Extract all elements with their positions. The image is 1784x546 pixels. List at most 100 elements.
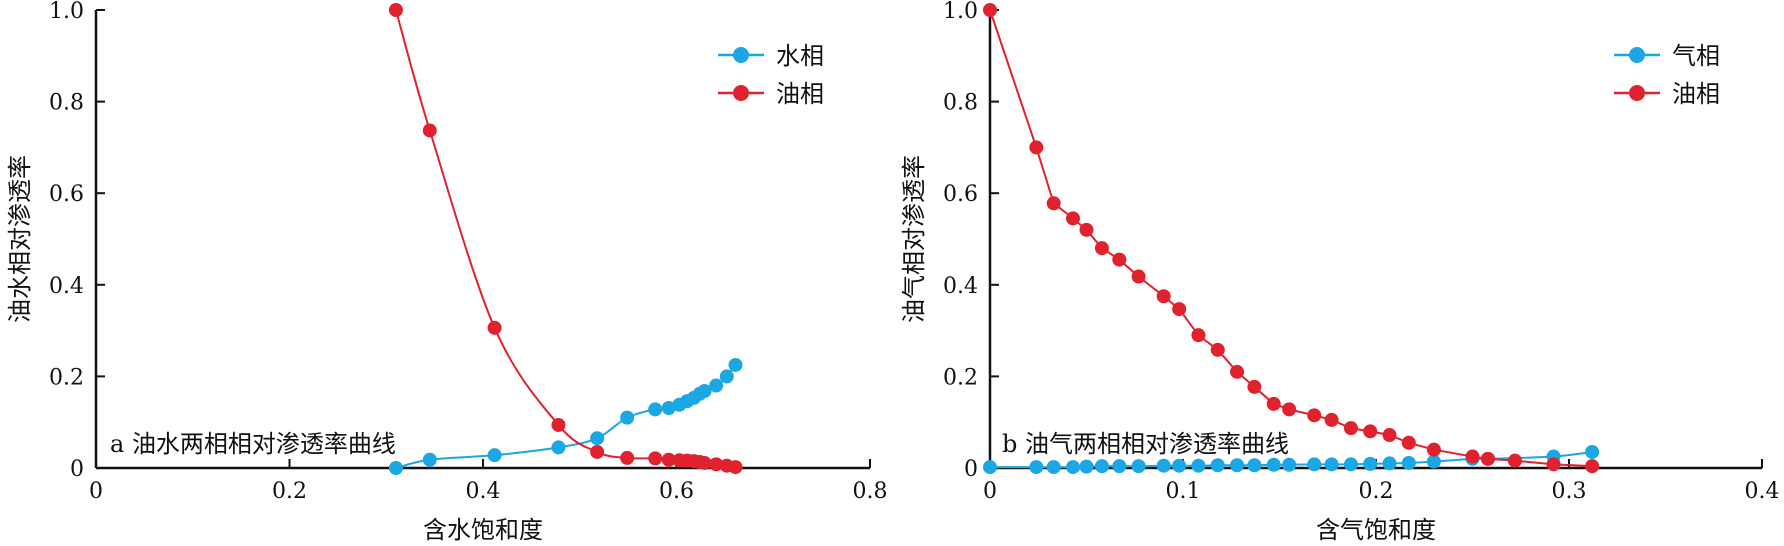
y-axis-title: 油水相对渗透率 (6, 155, 34, 323)
x-tick-label: 0.3 (1552, 479, 1587, 504)
data-point (1426, 454, 1441, 469)
data-point (1343, 421, 1358, 436)
data-point (709, 378, 724, 393)
legend-marker (1629, 85, 1645, 101)
data-point (1131, 459, 1146, 474)
series-b (388, 3, 743, 475)
y-tick-label: 0.2 (943, 365, 978, 390)
x-tick-label: 0.2 (272, 479, 307, 504)
data-point (1210, 342, 1225, 357)
y-tick-label: 0.2 (49, 365, 84, 390)
data-point (648, 451, 663, 466)
data-point (1507, 453, 1522, 468)
data-point (1282, 457, 1297, 472)
series-a (388, 357, 743, 475)
y-tick-label: 1.0 (943, 0, 978, 24)
y-tick-label: 0.6 (943, 182, 978, 207)
data-point (1029, 140, 1044, 155)
data-point (551, 417, 566, 432)
data-point (1282, 402, 1297, 417)
data-point (661, 401, 676, 416)
data-point (1401, 455, 1416, 470)
data-point (1426, 442, 1441, 457)
x-tick-label: 0 (89, 479, 103, 504)
data-point (728, 357, 743, 372)
y-tick-label: 1.0 (49, 0, 84, 24)
data-point (388, 3, 403, 17)
series-b (983, 3, 1600, 474)
data-point (728, 460, 743, 475)
y-tick-label: 0.4 (49, 274, 84, 299)
chart-caption: a 油水两相相对渗透率曲线 (110, 430, 396, 458)
data-point (1363, 456, 1378, 471)
data-point (1131, 269, 1146, 284)
data-point (487, 320, 502, 335)
x-axis-title: 含气饱和度 (1316, 516, 1436, 544)
data-point (1247, 379, 1262, 394)
data-point (1307, 457, 1322, 472)
legend-label: 水相 (776, 42, 824, 70)
data-point (709, 457, 724, 472)
data-point (1065, 460, 1080, 475)
y-tick-label: 0.4 (943, 274, 978, 299)
data-point (1324, 412, 1339, 427)
data-point (551, 440, 566, 455)
x-tick-label: 0 (983, 479, 997, 504)
data-point (620, 410, 635, 425)
data-point (1029, 460, 1044, 475)
data-point (1230, 364, 1245, 379)
legend-marker (733, 47, 749, 63)
series-line (395, 364, 737, 469)
x-tick-label: 0.4 (1745, 479, 1780, 504)
y-tick-label: 0.6 (49, 182, 84, 207)
data-point (983, 3, 997, 17)
data-point (1480, 451, 1495, 466)
data-point (1324, 457, 1339, 472)
data-point (590, 431, 605, 446)
data-point (1094, 241, 1109, 256)
data-point (1343, 457, 1358, 472)
data-point (388, 461, 403, 475)
data-point (1172, 458, 1187, 473)
x-tick-label: 0.6 (659, 479, 694, 504)
data-point (1307, 408, 1322, 423)
legend-marker (1629, 47, 1645, 63)
data-point (1112, 459, 1127, 474)
legend-marker (733, 85, 749, 101)
data-point (1191, 328, 1206, 343)
data-point (1046, 460, 1061, 475)
chart-panel-a: 0 0.2 0.4 0.6 0.8 0 0.2 0.4 0.6 0.8 1.0 含水饱和度 油水相对渗透… (6, 0, 888, 544)
chart-caption: b 油气两相相对渗透率曲线 (1002, 430, 1289, 458)
data-point (1266, 457, 1281, 472)
data-point (1401, 435, 1416, 450)
legend-label: 油相 (1672, 80, 1720, 108)
data-point (697, 455, 712, 470)
data-point (719, 369, 734, 384)
data-point (1266, 396, 1281, 411)
legend-label: 油相 (776, 80, 824, 108)
y-tick-label: 0.8 (943, 91, 978, 116)
data-point (590, 444, 605, 459)
data-point (661, 452, 676, 467)
data-point (1156, 458, 1171, 473)
data-point (1585, 459, 1600, 474)
data-point (1094, 459, 1109, 474)
data-point (1046, 196, 1061, 211)
data-point (1112, 252, 1127, 267)
x-axis-title: 含水饱和度 (423, 516, 543, 544)
data-point (1210, 458, 1225, 473)
y-tick-label: 0.8 (49, 91, 84, 116)
data-point (1546, 457, 1561, 472)
y-tick-label: 0 (964, 457, 978, 482)
data-point (1363, 424, 1378, 439)
data-point (487, 448, 502, 463)
data-point (1382, 456, 1397, 471)
data-point (983, 460, 997, 475)
data-point (1191, 458, 1206, 473)
x-tick-label: 0.2 (1359, 479, 1394, 504)
data-point (422, 452, 437, 467)
data-point (697, 384, 712, 399)
data-point (422, 123, 437, 138)
x-tick-label: 0.4 (466, 479, 501, 504)
